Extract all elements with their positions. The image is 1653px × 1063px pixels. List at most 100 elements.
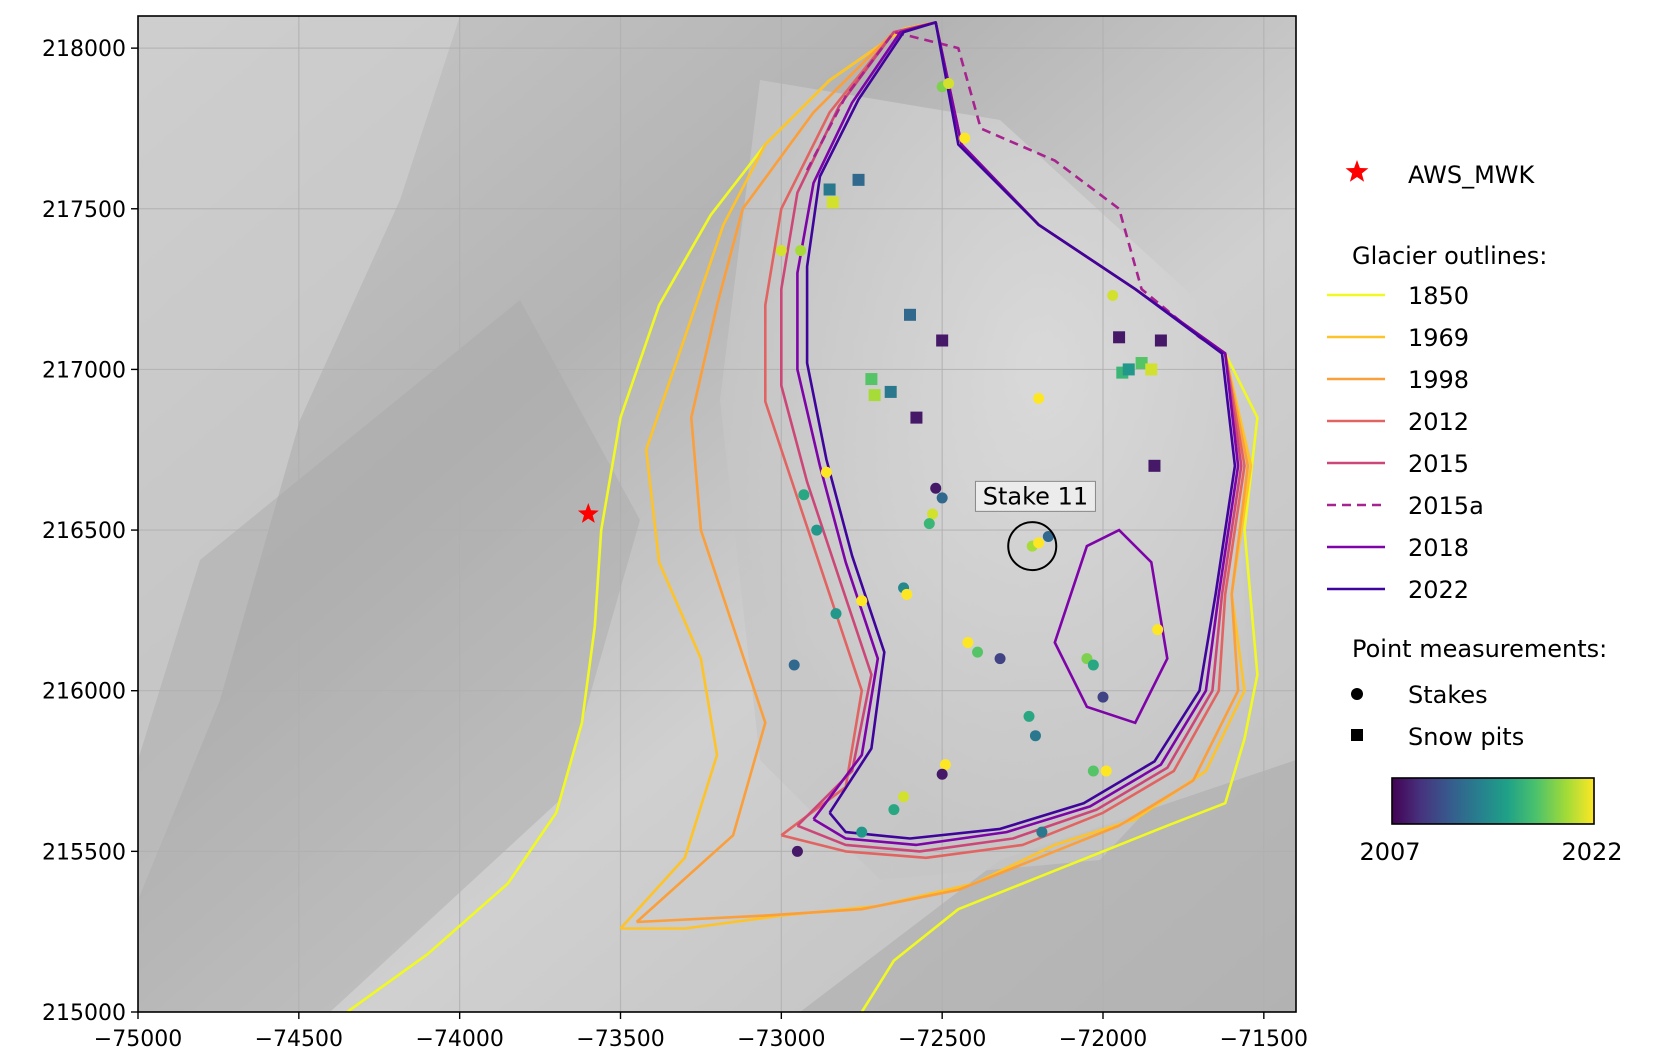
x-tick-label: −75000: [94, 1027, 182, 1052]
stake-point: [1152, 624, 1164, 636]
legend-outline-entries: 1850 1969 1998 2012 2015 2015a 2018 2022: [1327, 282, 1484, 604]
snow-pit-point: [1135, 356, 1148, 369]
stake-point: [1036, 826, 1048, 838]
stake-point: [959, 132, 971, 144]
x-tick-label: −74500: [255, 1027, 343, 1052]
stake-point: [939, 759, 951, 771]
stake-point: [798, 489, 810, 501]
snow-pit-point: [936, 334, 949, 347]
outline-nunatak: [1053, 528, 1169, 725]
y-tick-label: 216500: [42, 519, 126, 544]
y-tick-label: 216000: [42, 680, 126, 705]
stake-point: [888, 804, 900, 816]
legend-stakes-label: Stakes: [1408, 681, 1488, 709]
stake-point: [936, 492, 948, 504]
snow-pit-point: [1154, 334, 1167, 347]
stake-point: [1042, 530, 1054, 542]
stake-point: [901, 588, 913, 600]
aws-layer: [577, 503, 599, 523]
legend-snow-pits-label: Snow pits: [1408, 723, 1524, 751]
snow-pit-point: [904, 308, 916, 321]
stake-point: [972, 646, 984, 658]
stake-point: [1087, 659, 1099, 671]
y-axis: 215000 215500 216000 216500 217000 217500 2180…: [42, 37, 138, 1026]
legend-label-2015: 2015: [1408, 450, 1469, 478]
stake-point: [811, 524, 823, 536]
y-tick-label: 218000: [42, 37, 126, 62]
stake-point: [830, 608, 842, 620]
stake-point: [898, 791, 910, 803]
legend-aws-label: AWS_MWK: [1408, 161, 1536, 189]
stake-point: [1029, 730, 1041, 742]
stake-point: [1107, 290, 1119, 302]
colorbar-max-label: 2022: [1561, 838, 1622, 866]
stake-point: [1097, 691, 1109, 703]
x-axis: −75000 −74500 −74000 −73500 −73000 −72500 −720…: [94, 1012, 1308, 1052]
stake-point: [923, 518, 935, 530]
stake-point: [1087, 765, 1099, 777]
legend-label-1969: 1969: [1408, 324, 1469, 352]
stake-point: [1100, 765, 1112, 777]
y-tick-label: 215500: [42, 840, 126, 865]
legend-aws-star-icon: [1345, 160, 1369, 182]
stake-point: [856, 595, 868, 607]
stake-point: [775, 245, 787, 257]
x-tick-label: −72000: [1059, 1027, 1147, 1052]
legend-label-2012: 2012: [1408, 408, 1469, 436]
y-tick-label: 217000: [42, 358, 126, 383]
map-grid: [138, 16, 1296, 1012]
legend-label-2022: 2022: [1408, 576, 1469, 604]
stake-11-circle: [1007, 521, 1058, 572]
stake-point: [1033, 392, 1045, 404]
snow-pit-point: [823, 183, 836, 196]
stake-11-annotation: Stake 11: [974, 480, 1096, 572]
stake-point: [788, 659, 800, 671]
stake-point: [930, 482, 942, 494]
x-tick-label: −73000: [737, 1027, 825, 1052]
legend-outlines-title: Glacier outlines:: [1352, 242, 1547, 270]
snow-pit-point: [1148, 459, 1161, 472]
y-tick-label: 217500: [42, 198, 126, 223]
snow-pit-point: [826, 196, 839, 209]
stake-point: [994, 653, 1006, 665]
legend-points-title: Point measurements:: [1352, 635, 1607, 663]
stake-point: [795, 245, 807, 257]
snow-pit-point: [865, 373, 878, 386]
colorbar-min-label: 2007: [1359, 838, 1420, 866]
stake-point: [1023, 710, 1035, 722]
plot-frame: [137, 15, 1297, 1013]
legend-stakes-circle-icon: [1351, 688, 1363, 700]
stake-point: [936, 768, 948, 780]
x-tick-label: −72500: [898, 1027, 986, 1052]
x-tick-label: −73500: [576, 1027, 664, 1052]
point-measurements-layer: [775, 77, 1167, 857]
legend-label-2015a: 2015a: [1408, 492, 1484, 520]
outline-2015a: [805, 30, 1226, 355]
snow-pit-point: [1113, 331, 1126, 344]
legend: AWS_MWK Glacier outlines: 1850 1969 1998 20…: [1327, 160, 1623, 866]
colorbar: [1391, 777, 1595, 825]
x-tick-label: −74000: [415, 1027, 503, 1052]
x-tick-label: −71500: [1220, 1027, 1308, 1052]
snow-pit-point: [1122, 363, 1135, 376]
stake-point: [791, 845, 803, 857]
stake-point: [1033, 537, 1045, 549]
legend-label-1850: 1850: [1408, 282, 1469, 310]
hillshade-background: [138, 16, 1296, 1012]
legend-label-2018: 2018: [1408, 534, 1469, 562]
stake-point: [962, 637, 974, 649]
aws-star-icon: [577, 503, 599, 523]
snow-pit-point: [1145, 363, 1158, 376]
snow-pit-point: [884, 385, 897, 398]
y-tick-label: 215000: [42, 1001, 126, 1026]
stake-point: [943, 77, 955, 89]
stake-11-label: Stake 11: [983, 482, 1088, 510]
legend-label-1998: 1998: [1408, 366, 1469, 394]
snow-pit-point: [852, 173, 865, 186]
stake-point: [927, 508, 939, 520]
stake-point: [820, 466, 832, 478]
legend-snow-pits-square-icon: [1351, 729, 1363, 741]
snow-pit-point: [910, 411, 923, 424]
stake-point: [856, 826, 868, 838]
